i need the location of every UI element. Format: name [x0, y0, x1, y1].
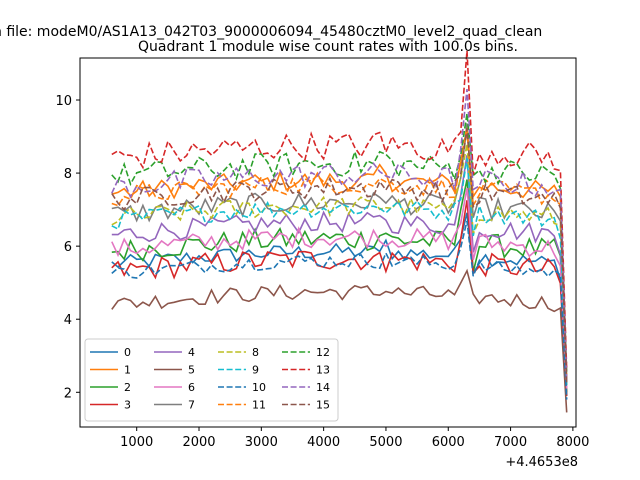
series-line-13: [111, 50, 568, 371]
x-tick-label: 7000: [494, 435, 527, 450]
legend-label: 4: [188, 346, 195, 359]
legend-label: 8: [252, 346, 259, 359]
legend-label: 12: [316, 346, 330, 359]
legend-label: 2: [124, 381, 131, 394]
series-line-11: [111, 127, 568, 382]
x-tick-label: 1000: [120, 435, 153, 450]
legend-label: 10: [252, 381, 266, 394]
x-tick-label: 3000: [245, 435, 278, 450]
plot-frame: [79, 57, 577, 428]
y-tick-label: 2: [64, 386, 72, 401]
series-line-4: [111, 155, 568, 386]
x-tick-label: 6000: [432, 435, 465, 450]
y-tick-label: 8: [64, 167, 72, 182]
x-offset-label: +4.4653e8: [505, 455, 578, 470]
legend-label: 15: [316, 399, 330, 412]
legend-label: 5: [188, 364, 195, 377]
x-tick-label: 4000: [307, 435, 340, 450]
legend-label: 1: [124, 364, 131, 377]
legend-label: 7: [188, 399, 195, 412]
series-line-14: [111, 89, 568, 382]
series-line-5: [111, 268, 568, 413]
x-tick-label: 8000: [556, 435, 589, 450]
series-line-12: [111, 113, 568, 375]
y-tick-label: 10: [55, 94, 72, 109]
x-tick-label: 5000: [369, 435, 402, 450]
series-line-8: [111, 143, 568, 386]
plot-lines: [111, 50, 568, 413]
legend-label: 11: [252, 399, 266, 412]
series-line-9: [111, 158, 568, 386]
legend-label: 9: [252, 364, 259, 377]
series-line-7: [111, 123, 568, 382]
figure-suptitle: n file: modeM0/AS1A13_042T03_9000006094_…: [0, 24, 542, 40]
legend-box: [84, 338, 339, 422]
legend-label: 6: [188, 381, 195, 394]
chart-title: Quadrant 1 module wise count rates with …: [138, 39, 518, 55]
y-tick-label: 4: [64, 313, 72, 328]
series-line-0: [111, 212, 568, 396]
x-tick-label: 2000: [182, 435, 215, 450]
legend-label: 13: [316, 364, 330, 377]
legend-label: 14: [316, 381, 330, 394]
series-line-6: [111, 187, 568, 389]
legend-label: 0: [124, 346, 131, 359]
series-line-15: [111, 128, 568, 386]
y-tick-label: 6: [64, 240, 72, 255]
legend-label: 3: [124, 399, 131, 412]
series-line-10: [111, 220, 568, 400]
series-line-3: [111, 200, 568, 396]
